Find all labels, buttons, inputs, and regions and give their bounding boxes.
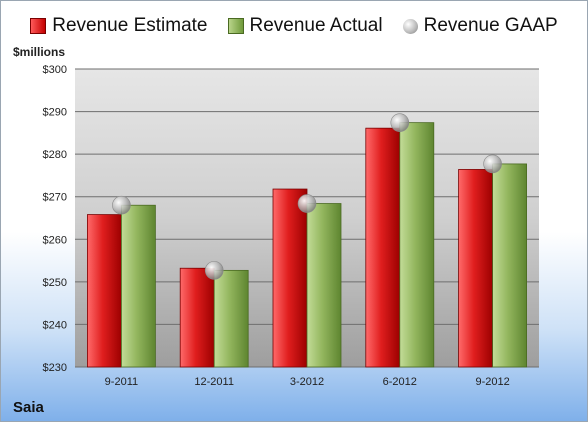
bar-revenue-actual <box>399 122 435 368</box>
y-tick-label: $290 <box>43 107 67 119</box>
y-tick-label: $270 <box>43 192 67 204</box>
y-tick-label: $280 <box>43 149 67 161</box>
legend-marker-gaap <box>402 18 418 34</box>
bar-revenue-estimate <box>87 214 122 368</box>
bar-revenue-estimate <box>272 188 308 368</box>
bar-revenue-estimate <box>365 127 401 368</box>
legend-swatch-estimate <box>30 18 47 34</box>
y-tick-label: $240 <box>43 319 67 331</box>
bar-revenue-estimate <box>458 169 494 368</box>
legend-label-gaap: Revenue GAAP <box>423 15 558 36</box>
legend-item-estimate: Revenue Estimate <box>30 15 208 37</box>
legend-label-actual: Revenue Actual <box>249 15 383 36</box>
legend-item-gaap: Revenue GAAP <box>402 15 558 37</box>
y-tick-label: $250 <box>43 277 67 289</box>
y-tick-label: $260 <box>43 234 67 246</box>
legend-item-actual: Revenue Actual <box>227 15 383 37</box>
marker-revenue-gaap <box>390 113 410 132</box>
legend-swatch-actual <box>227 18 244 34</box>
x-tick-label: 3-2012 <box>290 376 324 388</box>
x-tick-label: 9-2011 <box>105 376 138 388</box>
marker-revenue-gaap <box>112 195 131 215</box>
bar-revenue-actual <box>492 163 528 368</box>
y-tick-label: $230 <box>43 362 67 374</box>
marker-revenue-gaap <box>204 261 224 280</box>
bar-revenue-estimate <box>179 267 215 368</box>
legend-label-estimate: Revenue Estimate <box>52 15 208 36</box>
bar-revenue-actual <box>213 269 249 368</box>
company-name: Saia <box>13 399 44 416</box>
y-axis-unit-label: $millions <box>13 45 66 59</box>
x-tick-label: 9-2012 <box>475 376 509 388</box>
marker-revenue-gaap <box>483 154 502 174</box>
bar-revenue-actual <box>306 203 342 368</box>
x-tick-label: 6-2012 <box>383 376 417 388</box>
y-tick-label: $300 <box>43 64 67 76</box>
x-tick-label: 12-2011 <box>194 376 234 388</box>
legend: Revenue Estimate Revenue Actual Revenue … <box>1 15 587 37</box>
bar-revenue-actual <box>121 204 156 368</box>
marker-revenue-gaap <box>297 194 317 213</box>
